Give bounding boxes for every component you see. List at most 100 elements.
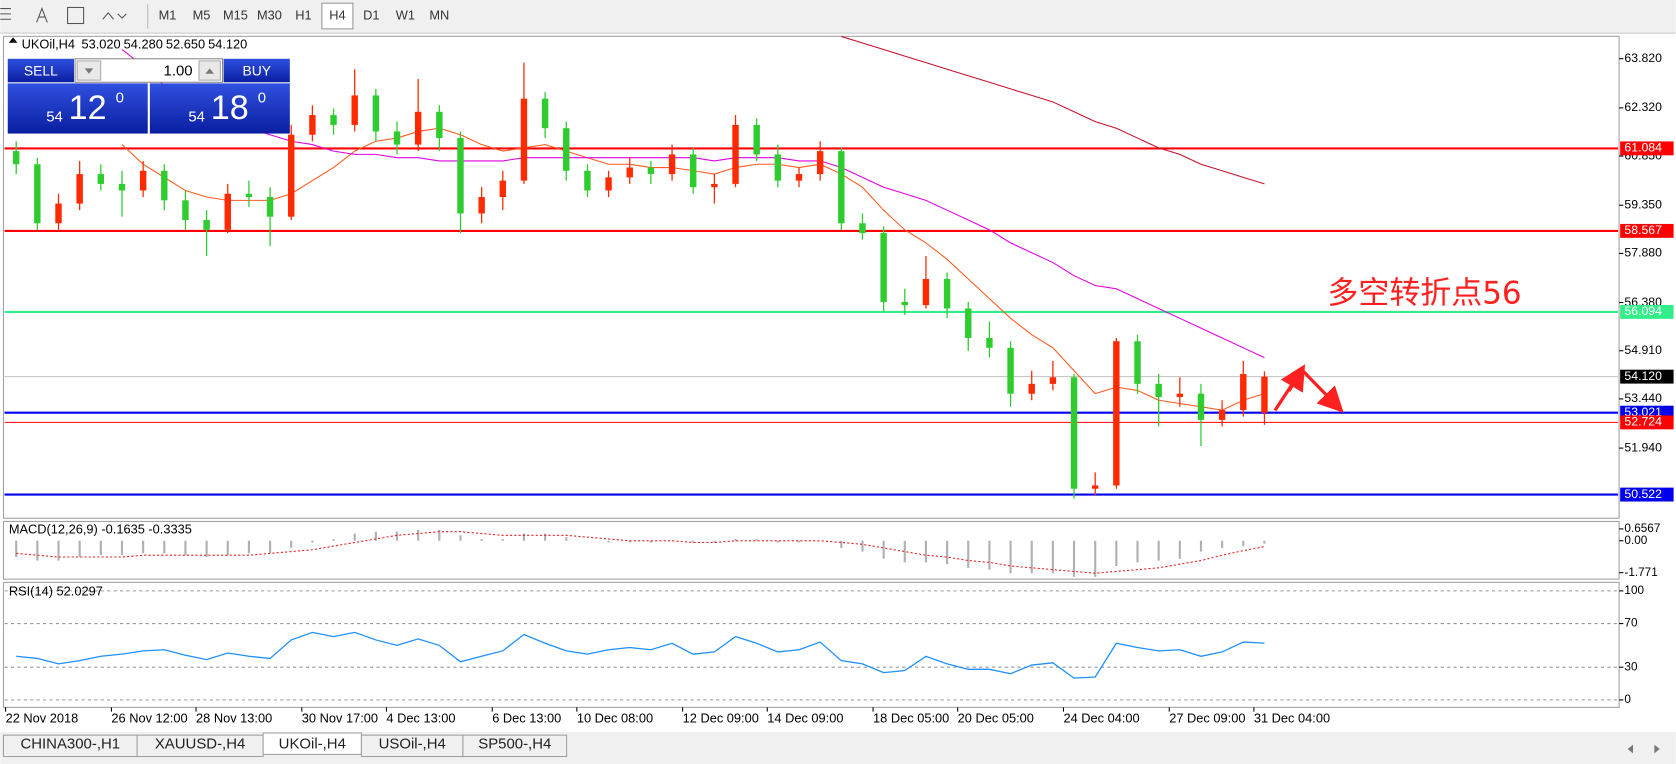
icon-lines[interactable] xyxy=(0,8,11,20)
candle-body xyxy=(330,115,337,125)
y-tick-label: 57.880 xyxy=(1624,246,1662,260)
ohlc-value: 52.650 xyxy=(166,36,205,51)
candle-body xyxy=(288,134,295,217)
candle-body xyxy=(12,151,20,165)
tab-label[interactable]: USOil-,H4 xyxy=(379,736,446,753)
icon-label[interactable] xyxy=(67,6,85,25)
candle-body xyxy=(97,174,105,184)
candle-body xyxy=(118,183,126,191)
icon-text[interactable] xyxy=(36,7,48,23)
timeframe-button[interactable]: M5 xyxy=(193,7,211,22)
candle-body xyxy=(351,95,358,125)
toolbar-icons xyxy=(0,4,149,29)
timeframe-button[interactable]: W1 xyxy=(396,7,415,22)
lots-value[interactable]: 1.00 xyxy=(164,63,193,80)
tab-label[interactable]: CHINA300-,H1 xyxy=(20,736,120,753)
one-click-trading: SELL 1.00 BUY 54 12 0 54 18 0 xyxy=(7,58,290,134)
buy-label: BUY xyxy=(242,62,271,78)
timeframe-button[interactable]: M15 xyxy=(223,7,248,22)
timeframe-active xyxy=(321,2,354,30)
x-tick-label: 18 Dec 05:00 xyxy=(873,711,949,726)
y-tick-label: 30 xyxy=(1624,660,1638,673)
candle-body xyxy=(76,174,83,204)
x-tick-label: 27 Dec 09:00 xyxy=(1169,711,1245,726)
level-label: 54.120 xyxy=(1624,369,1662,383)
tab-label[interactable]: SP500-,H4 xyxy=(478,736,551,753)
moving-average xyxy=(841,35,1265,185)
macd-pane xyxy=(2,520,1620,580)
buy-price-box[interactable] xyxy=(149,83,290,134)
x-tick-label: 24 Dec 04:00 xyxy=(1063,711,1139,726)
toolbar xyxy=(0,0,1676,34)
timeframe-button[interactable]: H4 xyxy=(329,7,345,22)
sell-button[interactable] xyxy=(7,58,74,83)
y-tick-label: 59.350 xyxy=(1624,197,1662,211)
candle-body xyxy=(393,131,401,145)
x-tick-label: 26 Nov 12:00 xyxy=(111,711,187,726)
tab-label[interactable]: XAUUSD-,H4 xyxy=(155,736,245,753)
tabs: CHINA300-,H1 XAUUSD-,H4 UKOil-,H4 USOil-,H4… xyxy=(2,732,568,758)
tab-label[interactable]: UKOil-,H4 xyxy=(279,736,346,753)
tab[interactable] xyxy=(462,734,568,758)
candle-body xyxy=(774,154,782,181)
y-tick-label: 51.940 xyxy=(1624,440,1662,454)
level-label: 58.567 xyxy=(1624,223,1662,237)
macd-title: MACD(12,26,9) -0.1635 -0.3335 xyxy=(9,521,192,536)
candle-body xyxy=(584,170,591,191)
timeframe-button[interactable]: D1 xyxy=(363,7,379,22)
buy-pips: 18 xyxy=(211,89,249,127)
lots-box[interactable] xyxy=(74,58,224,83)
candle-body xyxy=(139,170,147,191)
x-tick-label: 22 Nov 2018 xyxy=(6,711,79,726)
timeframe-button[interactable]: M1 xyxy=(159,7,177,22)
sell-handle: 54 xyxy=(46,108,63,125)
candle-body xyxy=(1091,485,1099,489)
ohlc-value: 53.020 xyxy=(81,36,120,51)
timeframe-button[interactable]: H1 xyxy=(295,7,311,22)
candle-body xyxy=(859,223,866,234)
rsi-title: RSI(14) 52.0297 xyxy=(9,583,103,598)
level-label-bg xyxy=(1620,141,1674,156)
candle-body xyxy=(1070,377,1078,489)
candle-body xyxy=(563,128,570,171)
y-tick-label: 53.440 xyxy=(1624,391,1662,405)
plot-layer: 63.82062.32060.85059.35057.88056.38054.9… xyxy=(4,35,1674,726)
candle-body xyxy=(1007,347,1014,394)
x-tick-label: 31 Dec 04:00 xyxy=(1254,711,1330,726)
candle-body xyxy=(372,95,380,132)
ohlc-header: 53.020 54.280 52.650 54.120 xyxy=(81,36,247,51)
x-tick-label: 4 Dec 13:00 xyxy=(386,711,455,726)
x-tick-label: 28 Nov 13:00 xyxy=(196,711,272,726)
candle-body xyxy=(690,154,697,188)
collapse-arrow[interactable] xyxy=(8,37,18,43)
candle-body xyxy=(1218,410,1226,420)
candle-body xyxy=(309,115,316,135)
level-label-bg xyxy=(1620,304,1674,319)
timeframe-button[interactable]: MN xyxy=(429,7,449,22)
timeframe-button[interactable]: M30 xyxy=(257,7,282,22)
candle-body xyxy=(1113,341,1120,486)
candle-body xyxy=(753,124,760,155)
candle-body xyxy=(55,203,62,224)
candle-body xyxy=(1240,374,1247,411)
sell-label: SELL xyxy=(24,62,58,78)
candle-body xyxy=(880,233,887,302)
candle-body xyxy=(732,124,739,184)
candle-body xyxy=(224,193,231,230)
candle-body xyxy=(1197,393,1205,420)
sell-price-box[interactable] xyxy=(7,83,148,134)
x-tick-label: 14 Dec 09:00 xyxy=(767,711,843,726)
x-tick-label: 30 Nov 17:00 xyxy=(302,711,378,726)
candle-body xyxy=(1176,393,1184,397)
candle-body xyxy=(1261,376,1268,413)
up-arrow xyxy=(205,68,214,74)
icon-shapes[interactable] xyxy=(102,11,127,20)
candle-body xyxy=(965,308,972,338)
x-tick-label: 12 Dec 09:00 xyxy=(683,711,759,726)
candle-body xyxy=(414,111,422,145)
buy-button[interactable] xyxy=(223,58,290,83)
candle-body xyxy=(922,278,930,306)
candle-body xyxy=(626,167,633,178)
